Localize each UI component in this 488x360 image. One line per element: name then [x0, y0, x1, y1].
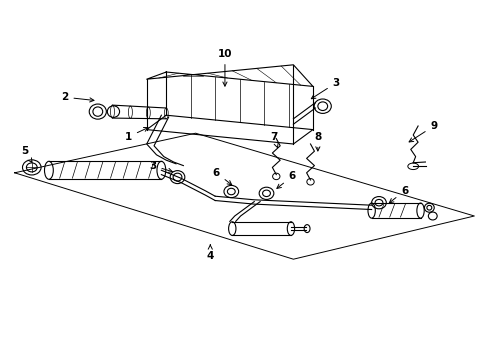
Text: 3: 3	[311, 78, 339, 99]
Text: 4: 4	[206, 245, 214, 261]
Text: 6: 6	[212, 168, 231, 185]
Text: 2: 2	[61, 92, 94, 102]
Text: 6: 6	[388, 186, 407, 203]
Text: 9: 9	[408, 121, 437, 142]
Text: 6: 6	[276, 171, 295, 188]
Text: 10: 10	[217, 49, 232, 86]
Text: 3: 3	[149, 161, 172, 172]
Text: 5: 5	[21, 146, 32, 162]
Text: 1: 1	[124, 127, 148, 142]
Text: 7: 7	[269, 132, 278, 148]
Text: 8: 8	[314, 132, 321, 151]
